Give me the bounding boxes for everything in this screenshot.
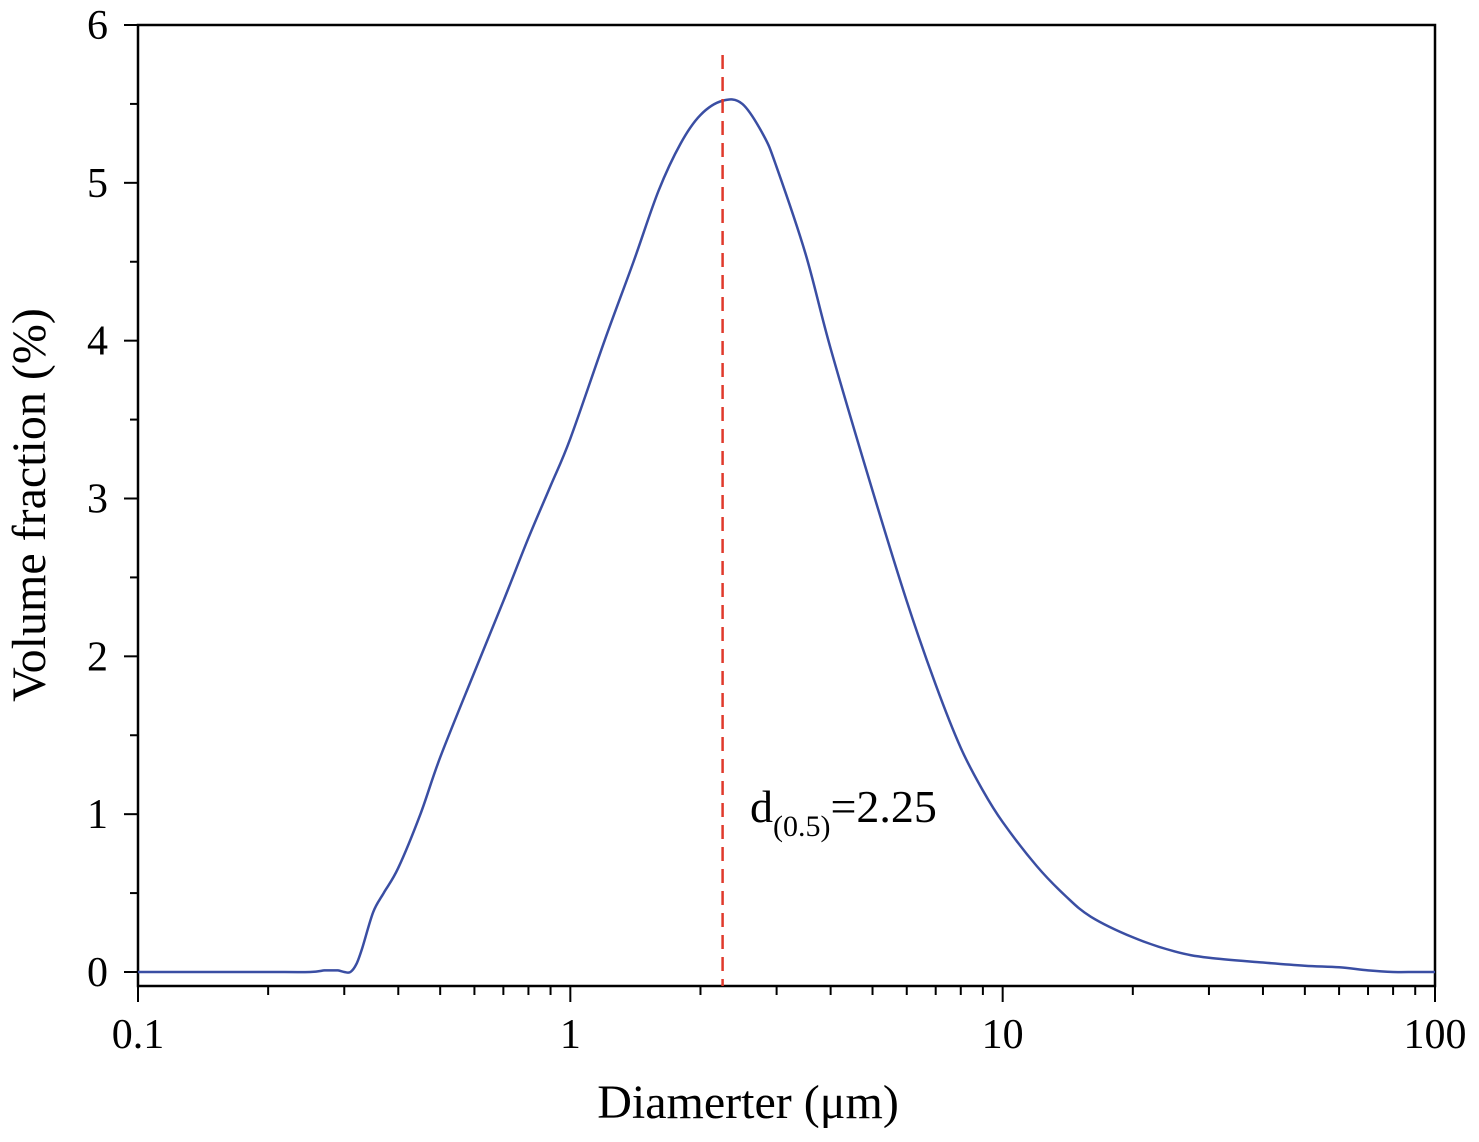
x-tick-label: 1 — [560, 1012, 581, 1058]
y-tick-label: 5 — [87, 161, 108, 207]
median-annotation: d(0.5)=2.25 — [750, 781, 937, 843]
x-tick-label: 10 — [982, 1012, 1024, 1058]
y-axis-tick-labels: 0 1 2 3 4 5 6 — [87, 3, 108, 996]
y-tick-label: 1 — [87, 792, 108, 838]
plot-frame — [136, 23, 1437, 988]
y-axis-ticks — [124, 24, 138, 973]
series-group — [138, 98, 1435, 974]
x-axis-label: Diamerter (μm) — [597, 1076, 899, 1129]
annotation-subscript: (0.5) — [773, 810, 830, 843]
annotation-value: =2.25 — [830, 781, 936, 832]
x-axis-tick-labels: 0.1 1 10 100 — [112, 1012, 1467, 1058]
y-tick-label: 4 — [87, 319, 108, 365]
x-tick-label: 100 — [1404, 1012, 1467, 1058]
y-tick-label: 3 — [87, 477, 108, 523]
y-tick-label: 0 — [87, 950, 108, 996]
annotation-main: d — [750, 781, 773, 832]
y-tick-label: 2 — [87, 634, 108, 680]
y-axis-label: Volume fraction (%) — [3, 308, 56, 702]
series-line — [138, 98, 1435, 974]
x-tick-label: 0.1 — [112, 1012, 165, 1058]
y-tick-label: 6 — [87, 3, 108, 49]
x-axis-ticks — [137, 986, 1436, 1002]
